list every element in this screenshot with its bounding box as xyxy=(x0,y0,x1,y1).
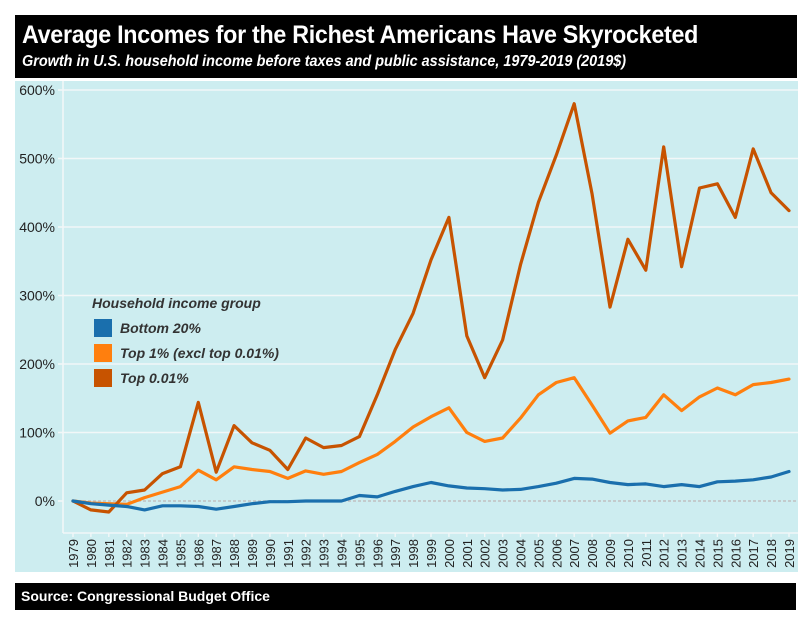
title-bar: Average Incomes for the Richest American… xyxy=(15,15,797,78)
x-tick-label: 1985 xyxy=(173,539,188,568)
x-tick-label: 2015 xyxy=(710,539,725,568)
y-tick-label: 300% xyxy=(19,288,55,304)
x-tick-label: 1987 xyxy=(209,539,224,568)
x-tick-label: 1988 xyxy=(227,539,242,568)
x-tick-label: 2012 xyxy=(657,539,672,568)
series-line-top-001 xyxy=(71,102,791,514)
x-tick-label: 2002 xyxy=(478,539,493,568)
legend-label: Bottom 20% xyxy=(120,319,201,336)
y-tick-label: 0% xyxy=(35,493,55,509)
x-tick-label: 1992 xyxy=(299,539,314,568)
x-tick-label: 1984 xyxy=(156,539,171,568)
legend-item-bottom-20: Bottom 20% xyxy=(94,315,279,340)
legend-label: Top 0.01% xyxy=(120,369,189,386)
x-tick-label: 2011 xyxy=(639,539,654,567)
x-tick-label: 1999 xyxy=(424,539,439,568)
y-tick-label: 200% xyxy=(19,356,55,372)
source-bar: Source: Congressional Budget Office xyxy=(15,583,796,610)
gridlines xyxy=(63,89,798,434)
chart-title: Average Incomes for the Richest American… xyxy=(22,21,699,49)
x-tick-label: 2010 xyxy=(621,539,636,568)
x-tick-label: 2007 xyxy=(567,539,582,568)
x-tick-label: 1997 xyxy=(388,539,403,568)
y-tick-label: 600% xyxy=(19,82,55,98)
y-tick-label: 500% xyxy=(19,151,55,167)
source-note: Source: Congressional Budget Office xyxy=(21,588,270,604)
y-axis-ticks: 0% 100% 200% 300% 400% 500% 600% xyxy=(19,82,63,509)
x-tick-label: 2008 xyxy=(585,539,600,568)
x-tick-label: 1990 xyxy=(263,539,278,568)
x-tick-label: 1995 xyxy=(352,539,367,568)
x-tick-label: 2005 xyxy=(531,539,546,568)
legend-item-top-1: Top 1% (excl top 0.01%) xyxy=(94,340,279,365)
x-tick-label: 1989 xyxy=(245,539,260,568)
x-tick-label: 2009 xyxy=(603,539,618,568)
x-axis-ticks: 1979 1980 1981 1982 1983 1984 1985 1986 1987 1988… xyxy=(66,533,797,568)
x-tick-label: 1981 xyxy=(102,539,117,568)
legend-title: Household income group xyxy=(92,295,261,311)
x-tick-label: 2006 xyxy=(549,539,564,568)
legend: Household income group Bottom 20% Top 1%… xyxy=(92,295,279,390)
x-tick-label: 2000 xyxy=(442,539,457,568)
x-tick-label: 1980 xyxy=(84,539,99,568)
x-tick-label: 2003 xyxy=(496,539,511,568)
legend-swatch-top-1 xyxy=(94,343,112,362)
x-tick-label: 1996 xyxy=(370,539,385,568)
legend-swatch-bottom-20 xyxy=(94,318,112,337)
x-tick-label: 2019 xyxy=(782,539,797,568)
y-tick-label: 400% xyxy=(19,219,55,235)
chart-subtitle: Growth in U.S. household income before t… xyxy=(22,53,627,70)
x-tick-label: 1986 xyxy=(191,539,206,568)
x-tick-label: 1979 xyxy=(66,539,81,568)
legend-item-top-001: Top 0.01% xyxy=(94,365,279,390)
x-tick-label: 1982 xyxy=(120,539,135,568)
x-tick-label: 1994 xyxy=(335,539,350,568)
x-tick-label: 2016 xyxy=(728,539,743,568)
x-tick-label: 1993 xyxy=(317,539,332,568)
x-tick-label: 2013 xyxy=(675,539,690,568)
x-tick-label: 2004 xyxy=(514,539,529,568)
x-tick-label: 2017 xyxy=(746,539,761,568)
series-lines xyxy=(71,102,791,514)
series-line-top-1 xyxy=(71,376,791,506)
legend-label: Top 1% (excl top 0.01%) xyxy=(120,344,279,361)
x-tick-label: 1998 xyxy=(406,539,421,568)
x-tick-label: 2018 xyxy=(764,539,779,568)
x-tick-label: 1983 xyxy=(138,539,153,568)
y-tick-label: 100% xyxy=(19,425,55,441)
x-tick-label: 2001 xyxy=(460,539,475,568)
series-line-bottom-20 xyxy=(71,469,791,512)
x-tick-label: 1991 xyxy=(281,539,296,568)
x-tick-label: 2014 xyxy=(693,539,708,568)
legend-swatch-top-001 xyxy=(94,368,112,387)
